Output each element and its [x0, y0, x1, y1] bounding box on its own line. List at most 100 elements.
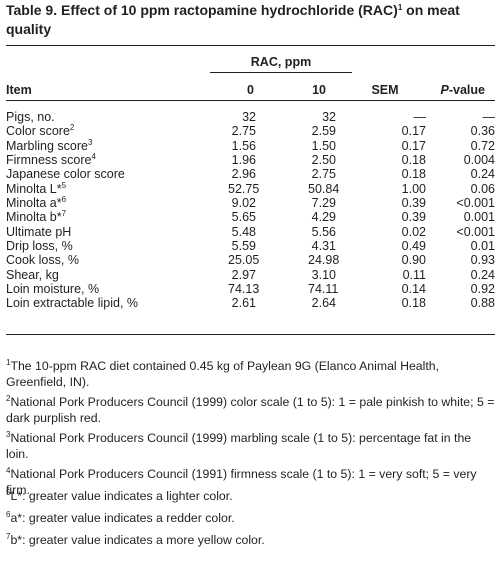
value-pvalue: 0.24 [470, 167, 495, 182]
cell-rac0: 1.56 [228, 139, 308, 153]
row-label-text: Loin extractable lipid, % [6, 296, 139, 311]
table-row: Pigs, no. 32 32 — — [6, 110, 495, 124]
row-label: Minolta L*5 [6, 181, 228, 196]
cell-rac0: 5.65 [228, 210, 308, 224]
cell-rac0: 2.97 [228, 268, 308, 282]
cell-sem: — [366, 110, 427, 124]
footnote: 1The 10-ppm RAC diet contained 0.45 kg o… [6, 358, 496, 390]
cell-rac0: 9.02 [228, 196, 308, 210]
row-label-text: Firmness score [6, 153, 92, 168]
table-title-tail: on meat quality [6, 2, 460, 37]
value-sem: 0.49 [401, 239, 426, 254]
row-label: Color score2 [6, 123, 228, 139]
table-row: Minolta b*7 5.65 4.29 0.39 0.001 [6, 210, 495, 225]
footnote: 5L*: greater value indicates a lighter c… [6, 488, 496, 504]
value-rac0: 2.96 [231, 167, 256, 182]
value-rac10: 74.11 [308, 282, 339, 297]
value-rac0: 2.61 [231, 296, 256, 311]
cell-pvalue: 0.24 [426, 167, 495, 181]
footnote: 6a*: greater value indicates a redder co… [6, 510, 496, 526]
value-rac10: 3.10 [311, 267, 336, 282]
cell-pvalue: <0.001 [426, 225, 495, 239]
group-header-rule [210, 72, 352, 73]
footnote-mark: 7 [6, 532, 11, 541]
value-sem: 0.11 [402, 267, 426, 282]
row-label-text: Minolta a* [6, 196, 62, 211]
table-row: Drip loss, % 5.59 4.31 0.49 0.01 [6, 239, 495, 253]
row-label-text: Drip loss, % [6, 239, 73, 254]
cell-rac0: 32 [228, 110, 308, 124]
cell-sem: 0.11 [366, 268, 426, 282]
value-pvalue: <0.001 [456, 196, 495, 211]
row-label-text: Color score [6, 124, 70, 139]
cell-sem: 0.18 [366, 296, 426, 310]
row-footnote-mark: 6 [61, 195, 67, 205]
column-header-rac0: 0 [247, 83, 254, 97]
footnote: 4National Pork Producers Council (1991) … [6, 466, 496, 498]
row-label-text: Ultimate pH [6, 224, 72, 239]
table-title: Table 9. Effect of 10 ppm ractopamine hy… [6, 1, 496, 39]
cell-rac10: 74.11 [308, 282, 366, 296]
column-header-item: Item [6, 83, 32, 97]
row-label: Ultimate pH [6, 225, 228, 239]
pvalue-p: P [440, 83, 449, 97]
footnote-text: The 10-ppm RAC diet contained 0.45 kg of… [6, 359, 440, 389]
row-label-text: Cook loss, % [6, 253, 79, 268]
value-rac0: 2.75 [231, 124, 256, 139]
value-rac0: 5.48 [231, 224, 256, 239]
cell-rac0: 25.05 [228, 253, 308, 267]
cell-sem: 0.17 [366, 139, 426, 153]
value-sem: 0.17 [401, 124, 426, 139]
row-label-text: Japanese color score [6, 167, 125, 182]
table-row: Minolta L*5 52.75 50.84 1.00 0.06 [6, 181, 495, 196]
footnote-text: a*: greater value indicates a redder col… [10, 511, 235, 525]
value-rac10: 7.29 [311, 196, 336, 211]
value-rac10: 32 [322, 110, 336, 124]
table-title-text: Table 9. Effect of 10 ppm ractopamine hy… [6, 2, 398, 18]
table-row: Marbling score3 1.56 1.50 0.17 0.72 [6, 137, 495, 153]
cell-sem: 0.02 [366, 225, 426, 239]
row-footnote-mark: 3 [87, 137, 93, 147]
value-rac10: 24.98 [308, 253, 340, 268]
value-pvalue: 0.001 [463, 210, 495, 225]
row-label-text: Minolta b* [6, 210, 62, 225]
value-pvalue: <0.001 [456, 224, 495, 239]
cell-rac0: 2.75 [228, 124, 308, 138]
cell-sem: 0.14 [366, 282, 426, 296]
pvalue-suffix: -value [448, 83, 485, 97]
value-rac10: 50.84 [308, 181, 340, 196]
table-row: Minolta a*6 9.02 7.29 0.39 <0.001 [6, 195, 495, 211]
cell-pvalue: 0.01 [426, 239, 495, 253]
row-label-text: Loin moisture, % [6, 282, 100, 297]
header-rule [6, 100, 495, 101]
value-rac10: 2.59 [311, 124, 336, 139]
value-sem: — [413, 110, 427, 124]
cell-rac10: 2.59 [308, 124, 366, 138]
value-sem: 0.90 [401, 253, 426, 268]
value-sem: 0.18 [401, 167, 426, 182]
cell-sem: 1.00 [366, 182, 426, 196]
table-row: Loin extractable lipid, % 2.61 2.64 0.18 0.8… [6, 296, 495, 310]
value-rac10: 4.31 [311, 239, 336, 254]
value-rac0: 52.75 [228, 181, 260, 196]
row-label: Loin extractable lipid, % [6, 296, 228, 310]
row-footnote-mark: 2 [69, 123, 75, 133]
value-sem: 0.39 [401, 210, 426, 225]
value-rac0: 1.56 [231, 138, 256, 153]
value-pvalue: 0.93 [470, 253, 495, 268]
footnote-mark: 2 [6, 394, 11, 403]
value-rac10: 5.56 [311, 224, 336, 239]
value-sem: 0.39 [401, 196, 426, 211]
table-title-footnote-mark: 1 [397, 3, 403, 12]
value-rac10: 2.50 [311, 153, 336, 168]
cell-rac10: 2.50 [308, 153, 366, 167]
cell-sem: 0.17 [366, 124, 426, 138]
row-label: Drip loss, % [6, 239, 228, 253]
value-sem: 0.02 [401, 224, 426, 239]
value-rac10: 4.29 [311, 210, 336, 225]
table-row: Firmness score4 1.96 2.50 0.18 0.004 [6, 153, 495, 168]
row-label: Minolta b*7 [6, 210, 228, 225]
cell-pvalue: 0.001 [426, 210, 495, 224]
cell-rac10: 7.29 [308, 196, 366, 210]
